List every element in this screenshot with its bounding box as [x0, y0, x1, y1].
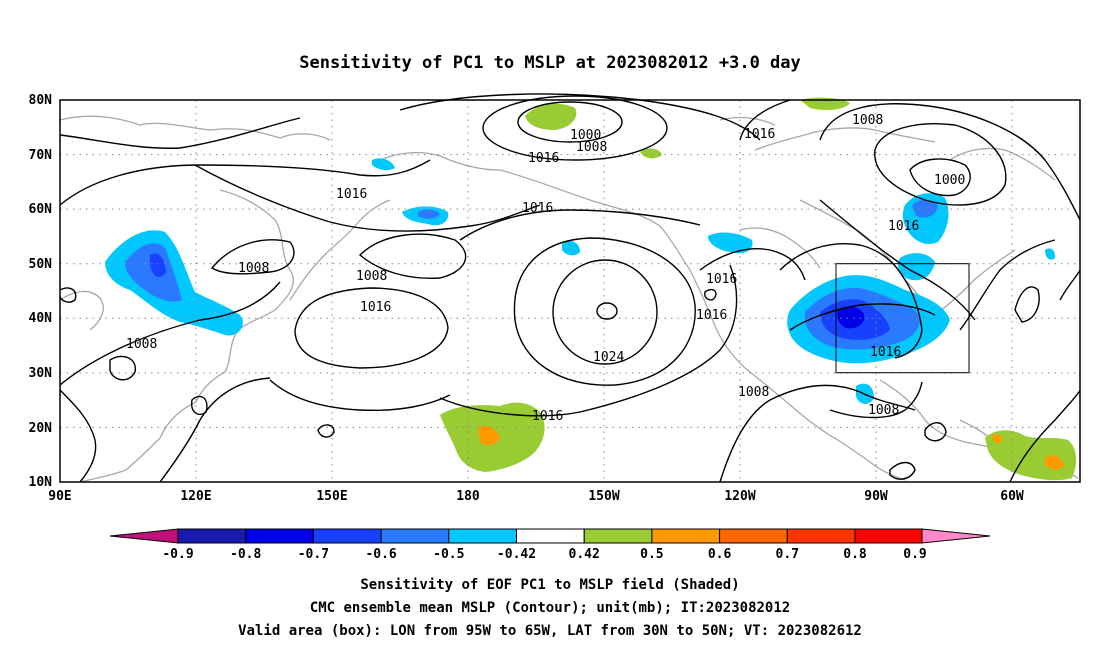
colorbar-label: 0.6: [708, 547, 732, 562]
colorbar-cell: [854, 528, 923, 544]
contour-label: 1016: [336, 187, 367, 202]
colorbar-label: -0.7: [298, 547, 329, 562]
contour-label: 1016: [360, 300, 391, 315]
shade-okhotsk-blue: [418, 209, 440, 219]
lat-tick-label: 50N: [29, 257, 53, 272]
contour-label: 1016: [706, 272, 737, 287]
colorbar-label: 0.5: [640, 547, 663, 562]
colorbar-cell: [786, 528, 856, 544]
contour-label: 1016: [522, 201, 553, 216]
contour-label: 1008: [738, 385, 769, 400]
lat-axis: 80N 70N 60N 50N 40N 30N 20N 10N: [29, 93, 53, 490]
lat-tick-label: 80N: [29, 93, 53, 108]
colorbar-cell: [516, 528, 585, 544]
contour-label: 1024: [593, 350, 624, 365]
contour-label: 1016: [528, 151, 559, 166]
lon-tick-label: 180: [456, 489, 480, 504]
sensitivity-shading: [105, 97, 1077, 481]
mslp-contours: [59, 93, 1081, 483]
graticule: [60, 100, 1080, 482]
colorbar-high-arrow: [921, 528, 991, 544]
lon-tick-label: 90W: [864, 489, 888, 504]
shade-hudson: [898, 253, 935, 281]
contour-label: 1008: [868, 403, 899, 418]
colorbar-cell: [245, 528, 314, 544]
valid-area-box: [835, 263, 970, 374]
colorbar-label: -0.9: [162, 547, 193, 562]
colorbar-cell: [651, 528, 721, 544]
caption-line-1: Sensitivity of EOF PC1 to MSLP field (Sh…: [360, 577, 739, 593]
lon-tick-label: 120W: [724, 489, 755, 504]
colorbar-label: -0.42: [497, 547, 536, 562]
lat-tick-label: 10N: [29, 475, 53, 490]
colorbar-label: 0.42: [569, 547, 600, 562]
colorbar-label: -0.5: [433, 547, 464, 562]
shade-east-atlantic-cyan: [1045, 248, 1056, 260]
colorbar-cell: [312, 528, 382, 544]
map-panel: 1000 1008 1016 1016 1016 1008 1008 1016 …: [59, 93, 1081, 483]
contour-label: 1008: [126, 337, 157, 352]
colorbar-label: -0.8: [230, 547, 261, 562]
contour-label: 1016: [744, 127, 775, 142]
lon-tick-label: 150E: [316, 489, 347, 504]
colorbar-label: 0.9: [903, 547, 926, 562]
colorbar-label: 0.8: [843, 547, 867, 562]
shade-na-darkest: [837, 306, 865, 329]
contour-label: 1016: [870, 345, 901, 360]
lat-tick-label: 40N: [29, 311, 53, 326]
contour-label: 1008: [576, 140, 607, 155]
colorbar-label: 0.7: [776, 547, 799, 562]
lon-tick-label: 90E: [48, 489, 71, 504]
contour-labels: 1000 1008 1016 1016 1016 1008 1008 1016 …: [126, 113, 965, 424]
shade-arctic-green-2: [640, 148, 662, 159]
contour-label: 1008: [356, 269, 387, 284]
map-background: [60, 100, 1080, 482]
lon-tick-label: 60W: [1000, 489, 1024, 504]
lat-tick-label: 20N: [29, 421, 53, 436]
shade-bc: [708, 232, 753, 254]
lat-tick-label: 60N: [29, 202, 53, 217]
shade-kamchatka: [372, 158, 395, 171]
caption-line-3: Valid area (box): LON from 95W to 65W, L…: [238, 623, 862, 639]
contour-label: 1016: [532, 409, 563, 424]
lon-tick-label: 150W: [588, 489, 619, 504]
lat-tick-label: 70N: [29, 148, 53, 163]
contour-label: 1008: [852, 113, 883, 128]
shade-arctic-green: [525, 103, 577, 130]
contour-label: 1000: [934, 173, 965, 188]
colorbar-low-arrow: [109, 528, 179, 544]
contour-label: 1016: [888, 219, 919, 234]
captions: Sensitivity of EOF PC1 to MSLP field (Sh…: [238, 577, 862, 639]
figure-title: Sensitivity of PC1 to MSLP at 2023082012…: [299, 53, 801, 73]
lat-tick-label: 30N: [29, 366, 53, 381]
colorbar-cell: [448, 528, 517, 544]
map-frame: [59, 99, 1081, 483]
contour-label: 1016: [696, 308, 727, 323]
colorbar-cell: [719, 528, 788, 544]
shade-atlantic-orange: [1045, 455, 1064, 470]
colorbar-label: -0.6: [365, 547, 396, 562]
shade-east-asia-deep: [150, 253, 166, 278]
lon-axis: 90E 120E 150E 180 150W 120W 90W 60W: [48, 489, 1024, 504]
caption-line-2: CMC ensemble mean MSLP (Contour); unit(m…: [310, 600, 790, 616]
shade-pacific-orange: [478, 425, 500, 446]
lon-tick-label: 120E: [180, 489, 211, 504]
colorbar-cell: [177, 528, 247, 544]
colorbar: -0.9 -0.8 -0.7 -0.6 -0.5 -0.42 0.42 0.5 …: [109, 528, 991, 562]
shade-aleutian: [562, 241, 580, 256]
colorbar-cell: [583, 528, 653, 544]
colorbar-cell: [380, 528, 450, 544]
shade-atlantic-orange-2: [992, 434, 1003, 444]
contour-label: 1000: [570, 128, 601, 143]
contour-label: 1008: [238, 261, 269, 276]
